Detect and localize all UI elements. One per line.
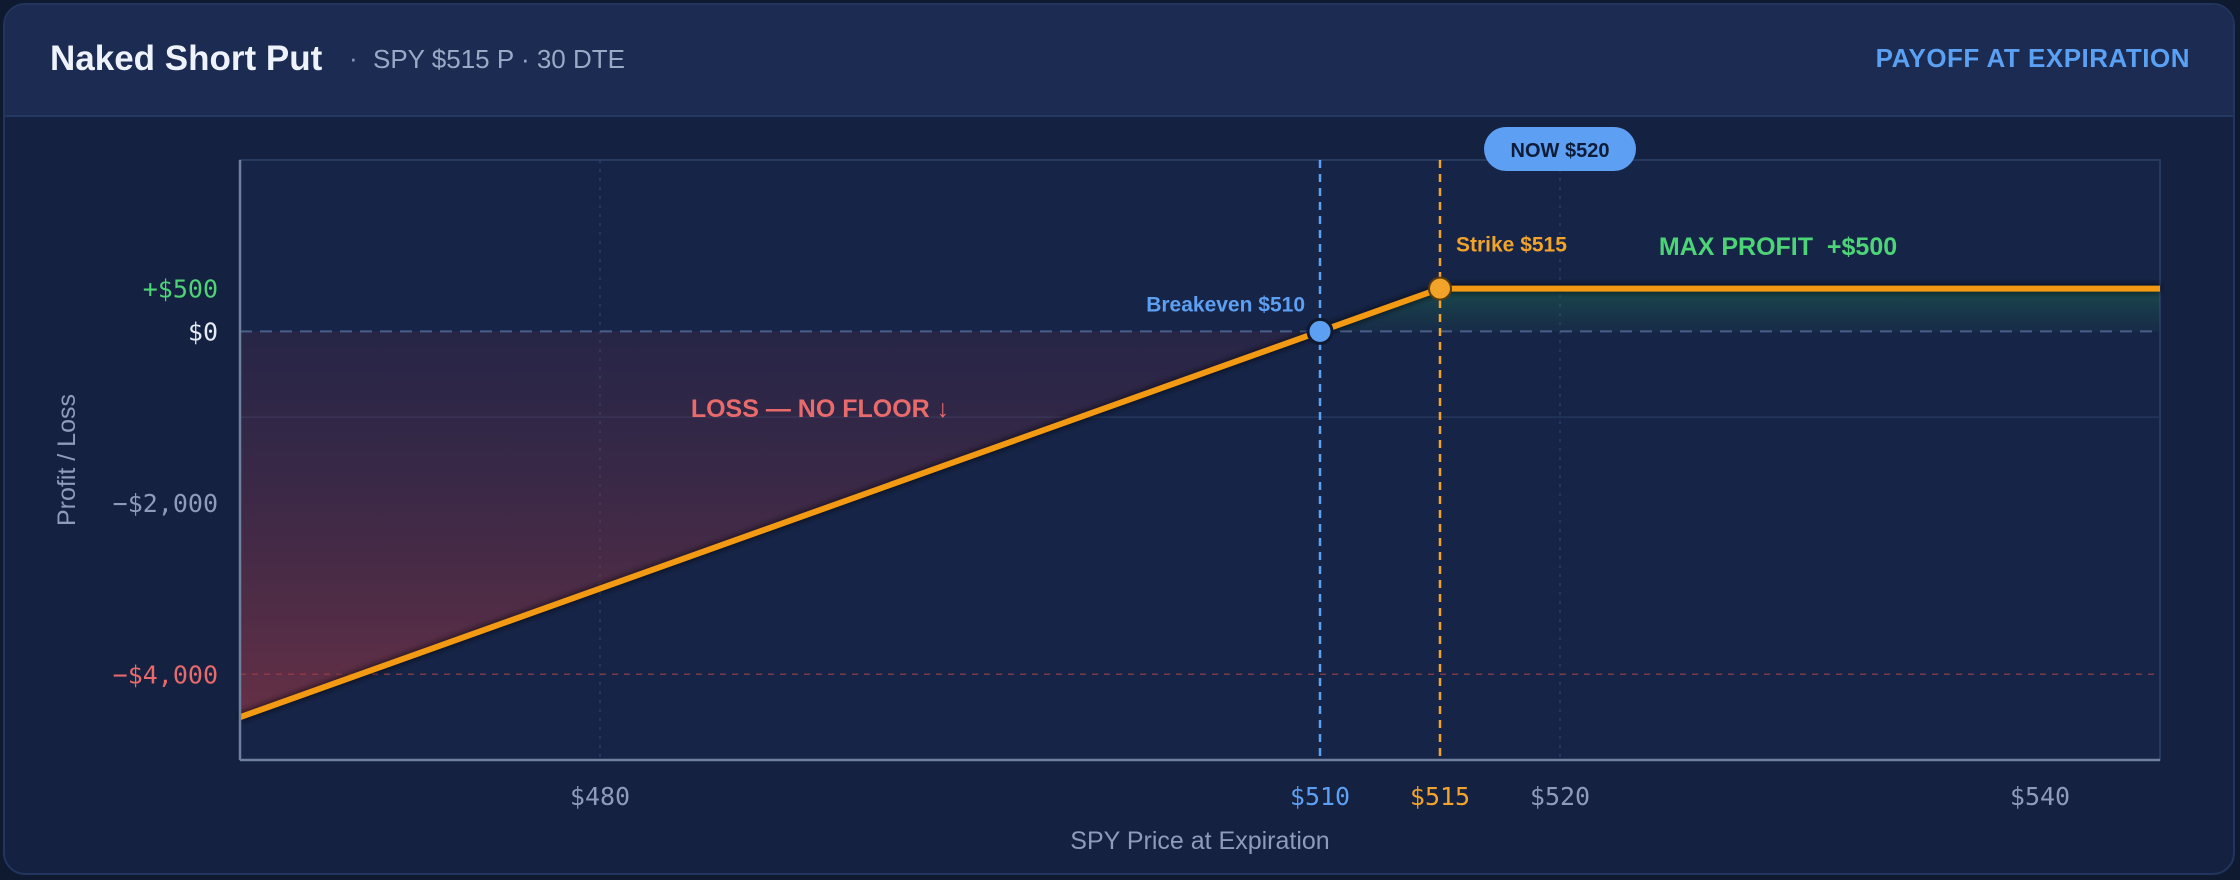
strike-point xyxy=(1428,276,1452,301)
breakeven-point xyxy=(1306,317,1334,345)
y-tick-label: −$2,000 xyxy=(113,489,218,518)
reference-lines xyxy=(240,160,2160,760)
current-price-label: NOW $520 xyxy=(1511,140,1610,162)
y-axis-label: Profit / Loss xyxy=(53,394,81,526)
chart-header: Naked Short Put · SPY $515 P · 30 DTE PA… xyxy=(5,5,2233,117)
profit-area xyxy=(1320,288,2160,332)
y-tick-label: +$500 xyxy=(143,275,218,304)
x-tick-label: $540 xyxy=(2010,782,2070,811)
marker-layer: Breakeven $510 Strike $515 NOW $520 xyxy=(1146,127,1636,345)
strike-label: Strike $515 xyxy=(1456,234,1567,257)
x-tick-label: $520 xyxy=(1530,782,1590,811)
y-tick-label: −$4,000 xyxy=(113,660,218,689)
strategy-title: Naked Short Put xyxy=(50,39,323,78)
x-tick-label: $515 xyxy=(1410,782,1470,811)
x-tick-label: $480 xyxy=(570,782,630,811)
position-subtitle: SPY $515 P · 30 DTE xyxy=(373,44,625,74)
tick-labels: $480 $510 $515 $520 $540 +$500 $0 −$2,000 −$4,00… xyxy=(113,160,2160,811)
payoff-mode-label: PAYOFF AT EXPIRATION xyxy=(1875,43,2190,73)
x-tick-label: $510 xyxy=(1290,782,1350,811)
loss-annotation: LOSS — NO FLOOR ↓ xyxy=(691,395,949,423)
breakeven-label: Breakeven $510 xyxy=(1146,293,1305,316)
title-separator: · xyxy=(349,43,358,73)
y-tick-label: $0 xyxy=(188,317,218,346)
x-axis-label: SPY Price at Expiration xyxy=(1070,827,1329,855)
current-price-badge xyxy=(1484,127,1636,171)
max-profit-annotation: MAX PROFIT +$500 xyxy=(1659,233,1897,261)
